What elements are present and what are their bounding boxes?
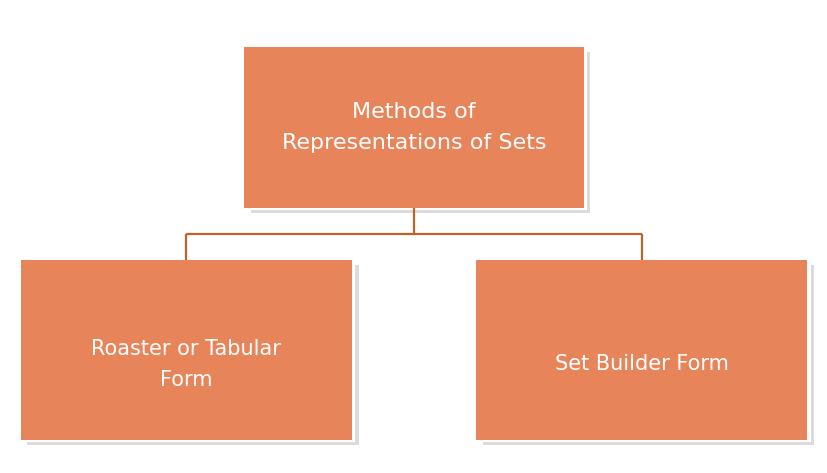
FancyBboxPatch shape xyxy=(244,47,583,208)
FancyBboxPatch shape xyxy=(472,258,810,442)
FancyBboxPatch shape xyxy=(21,260,351,440)
FancyBboxPatch shape xyxy=(476,260,806,440)
FancyBboxPatch shape xyxy=(251,52,590,213)
FancyBboxPatch shape xyxy=(17,258,355,442)
Text: Set Builder Form: Set Builder Form xyxy=(554,354,728,375)
Text: Roaster or Tabular
Form: Roaster or Tabular Form xyxy=(91,339,281,390)
FancyBboxPatch shape xyxy=(241,45,586,210)
Text: Methods of
Representations of Sets: Methods of Representations of Sets xyxy=(281,102,546,153)
FancyBboxPatch shape xyxy=(482,265,813,445)
FancyBboxPatch shape xyxy=(27,265,358,445)
